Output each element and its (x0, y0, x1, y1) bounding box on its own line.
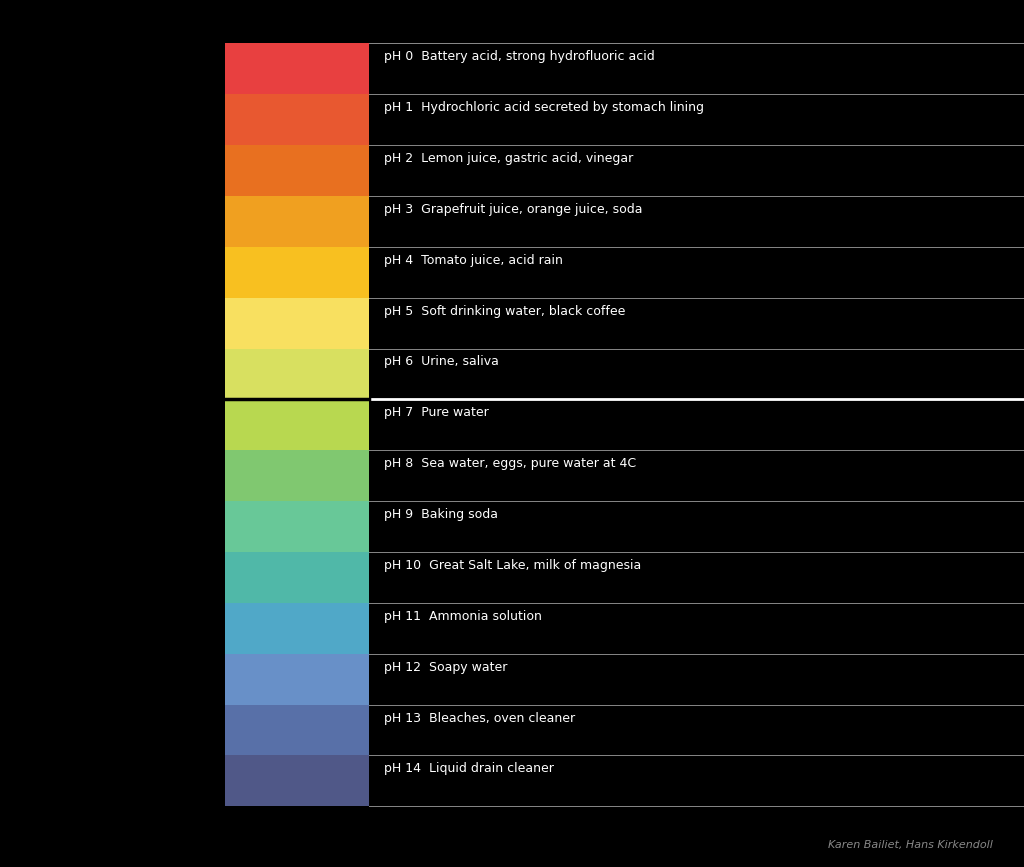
FancyBboxPatch shape (225, 705, 369, 755)
FancyBboxPatch shape (225, 501, 369, 552)
Text: pH 2  Lemon juice, gastric acid, vinegar: pH 2 Lemon juice, gastric acid, vinegar (384, 152, 633, 165)
Text: pH 13  Bleaches, oven cleaner: pH 13 Bleaches, oven cleaner (384, 712, 575, 725)
Text: pH 10  Great Salt Lake, milk of magnesia: pH 10 Great Salt Lake, milk of magnesia (384, 559, 641, 572)
FancyBboxPatch shape (225, 247, 369, 297)
FancyBboxPatch shape (225, 145, 369, 196)
Text: pH 14  Liquid drain cleaner: pH 14 Liquid drain cleaner (384, 762, 554, 775)
Text: pH 4  Tomato juice, acid rain: pH 4 Tomato juice, acid rain (384, 254, 563, 267)
Text: pH 8  Sea water, eggs, pure water at 4C: pH 8 Sea water, eggs, pure water at 4C (384, 457, 636, 470)
FancyBboxPatch shape (225, 196, 369, 247)
Text: pH 6  Urine, saliva: pH 6 Urine, saliva (384, 355, 499, 368)
Text: pH 5  Soft drinking water, black coffee: pH 5 Soft drinking water, black coffee (384, 304, 626, 317)
Text: pH 3  Grapefruit juice, orange juice, soda: pH 3 Grapefruit juice, orange juice, sod… (384, 203, 642, 216)
FancyBboxPatch shape (225, 43, 369, 95)
FancyBboxPatch shape (225, 400, 369, 450)
Text: pH 9  Baking soda: pH 9 Baking soda (384, 508, 498, 521)
FancyBboxPatch shape (225, 349, 369, 400)
FancyBboxPatch shape (225, 450, 369, 501)
Text: pH 1  Hydrochloric acid secreted by stomach lining: pH 1 Hydrochloric acid secreted by stoma… (384, 101, 705, 114)
Text: pH 11  Ammonia solution: pH 11 Ammonia solution (384, 610, 542, 623)
Text: Karen Bailiet, Hans Kirkendoll: Karen Bailiet, Hans Kirkendoll (828, 839, 993, 850)
Text: pH 7  Pure water: pH 7 Pure water (384, 407, 488, 420)
FancyBboxPatch shape (225, 654, 369, 705)
FancyBboxPatch shape (225, 95, 369, 145)
Text: pH 0  Battery acid, strong hydrofluoric acid: pH 0 Battery acid, strong hydrofluoric a… (384, 50, 654, 63)
FancyBboxPatch shape (225, 297, 369, 349)
FancyBboxPatch shape (225, 603, 369, 654)
Text: pH 12  Soapy water: pH 12 Soapy water (384, 661, 507, 674)
FancyBboxPatch shape (225, 755, 369, 806)
FancyBboxPatch shape (225, 552, 369, 603)
